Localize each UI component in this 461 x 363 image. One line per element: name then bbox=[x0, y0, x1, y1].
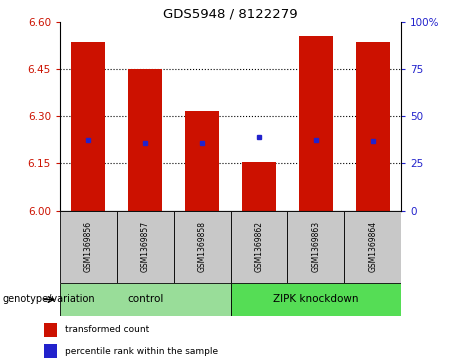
Title: GDS5948 / 8122279: GDS5948 / 8122279 bbox=[163, 8, 298, 21]
Bar bbox=[299, 36, 333, 211]
Text: percentile rank within the sample: percentile rank within the sample bbox=[65, 347, 218, 356]
Bar bbox=[355, 42, 390, 211]
Bar bbox=[230, 283, 401, 316]
Bar bbox=[44, 344, 57, 358]
Bar bbox=[230, 211, 287, 283]
Text: GSM1369862: GSM1369862 bbox=[254, 221, 263, 272]
Bar bbox=[60, 211, 117, 283]
Bar bbox=[128, 69, 162, 211]
Bar bbox=[287, 211, 344, 283]
Text: GSM1369857: GSM1369857 bbox=[141, 221, 150, 272]
Bar bbox=[44, 323, 57, 337]
Text: GSM1369858: GSM1369858 bbox=[198, 221, 207, 272]
Bar bbox=[117, 211, 174, 283]
Text: transformed count: transformed count bbox=[65, 326, 149, 334]
Bar bbox=[185, 111, 219, 211]
Text: control: control bbox=[127, 294, 163, 305]
Text: genotype/variation: genotype/variation bbox=[2, 294, 95, 305]
Text: GSM1369864: GSM1369864 bbox=[368, 221, 377, 272]
Text: ZIPK knockdown: ZIPK knockdown bbox=[273, 294, 359, 305]
Bar bbox=[60, 283, 230, 316]
Bar bbox=[71, 42, 106, 211]
Bar bbox=[242, 162, 276, 211]
Bar bbox=[174, 211, 230, 283]
Text: GSM1369856: GSM1369856 bbox=[84, 221, 93, 272]
Text: GSM1369863: GSM1369863 bbox=[311, 221, 320, 272]
Bar bbox=[344, 211, 401, 283]
